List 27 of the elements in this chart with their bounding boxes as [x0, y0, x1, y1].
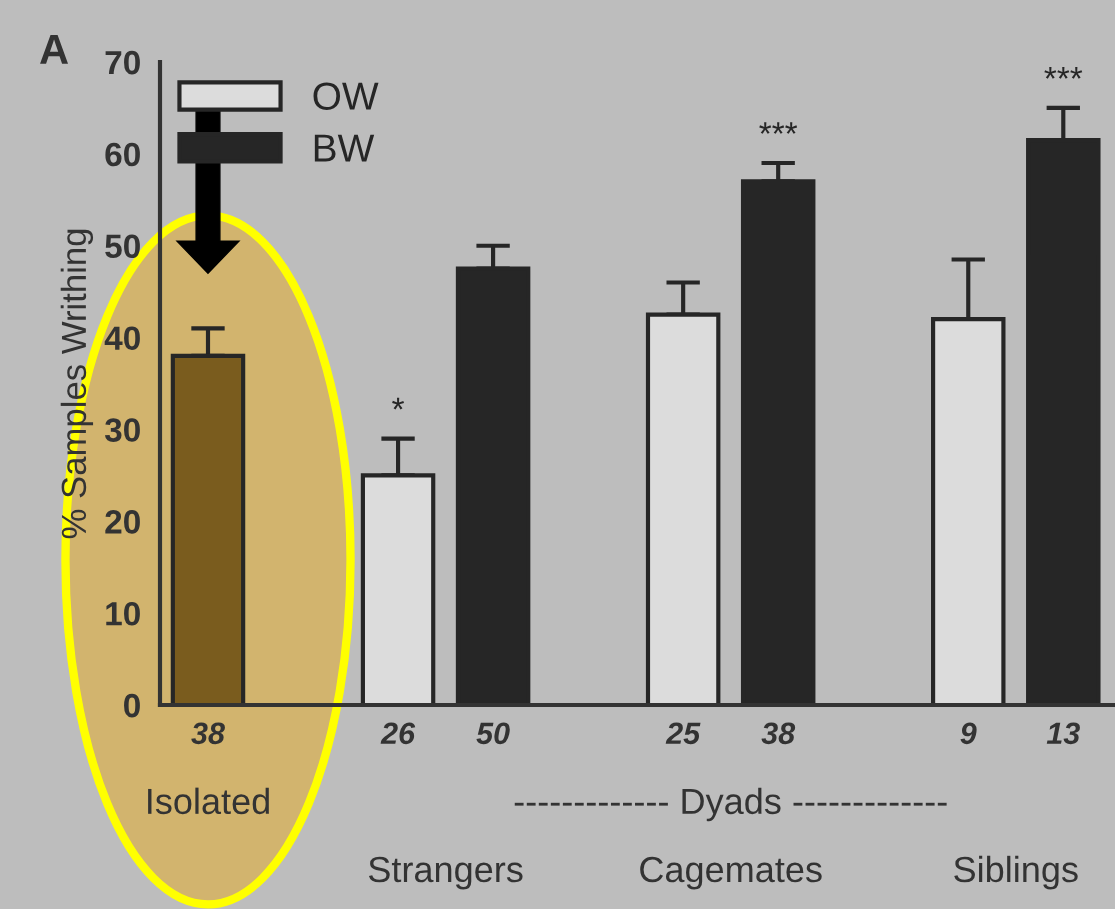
- x-tick-label: 50: [476, 722, 510, 745]
- x-tick-label: 26: [380, 722, 416, 745]
- text: Cagemates: [640, 856, 822, 890]
- text: ------------- Dyads -------------: [514, 787, 947, 822]
- y-tick-label: 0: [124, 693, 140, 718]
- y-tick-label: 40: [104, 326, 140, 350]
- x-tick-label: 38: [191, 722, 225, 745]
- text: Siblings: [954, 855, 1078, 890]
- x-tick-label: 25: [665, 722, 701, 745]
- legend-label: BW: [314, 134, 375, 162]
- data-label: ***: [1044, 67, 1083, 79]
- x-tick-label: 13: [1046, 722, 1080, 745]
- data-label: ***: [759, 122, 798, 134]
- x-tick-label: 9: [960, 722, 977, 745]
- y-tick-label: 50: [105, 234, 140, 259]
- y-tick-label: 70: [105, 50, 140, 75]
- y-tick-label: 30: [104, 418, 140, 442]
- y-tick-label: 20: [105, 510, 140, 534]
- y-axis-title: % Samples Writhing: [60, 229, 94, 539]
- data-label: *: [392, 397, 405, 410]
- y-tick-label: 10: [106, 601, 140, 626]
- text: Isolated: [148, 787, 269, 815]
- text: Strangers: [368, 856, 523, 890]
- legend-label: OW: [313, 82, 379, 110]
- chart-title: A: [40, 34, 69, 64]
- y-tick-label: 60: [105, 142, 140, 167]
- x-tick-label: 38: [761, 722, 796, 745]
